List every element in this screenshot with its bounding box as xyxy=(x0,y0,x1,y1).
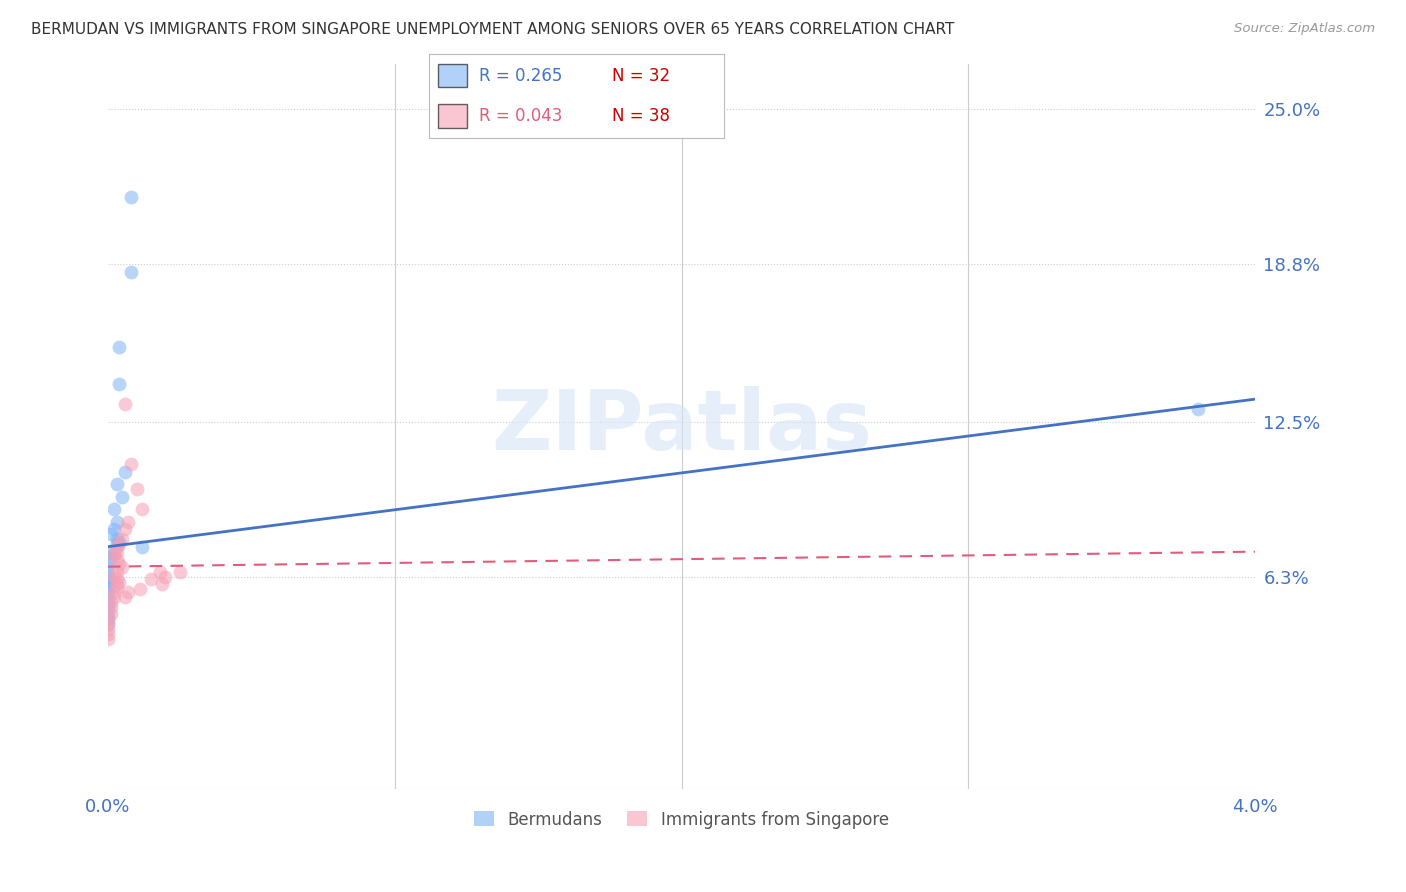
Point xyxy=(131,502,153,516)
Point xyxy=(120,189,142,203)
Point xyxy=(97,584,120,599)
Legend: Bermudans, Immigrants from Singapore: Bermudans, Immigrants from Singapore xyxy=(468,804,896,835)
Point xyxy=(97,607,120,622)
Point xyxy=(105,532,128,546)
Point xyxy=(155,569,177,583)
Point xyxy=(114,465,136,479)
Point xyxy=(97,612,120,626)
Point xyxy=(120,457,142,471)
Point xyxy=(105,537,128,551)
Text: R = 0.265: R = 0.265 xyxy=(479,67,562,85)
Point xyxy=(105,515,128,529)
Point xyxy=(108,340,131,354)
Text: BERMUDAN VS IMMIGRANTS FROM SINGAPORE UNEMPLOYMENT AMONG SENIORS OVER 65 YEARS C: BERMUDAN VS IMMIGRANTS FROM SINGAPORE UN… xyxy=(31,22,955,37)
Point xyxy=(114,522,136,536)
Point xyxy=(97,580,120,594)
Point xyxy=(108,537,131,551)
Point xyxy=(97,599,120,614)
Point xyxy=(105,577,128,591)
Point xyxy=(97,590,120,604)
Point xyxy=(103,569,125,583)
Point xyxy=(97,632,120,647)
Point xyxy=(111,559,134,574)
Text: R = 0.043: R = 0.043 xyxy=(479,107,562,125)
Point xyxy=(139,572,162,586)
Point xyxy=(100,527,122,541)
Point xyxy=(105,544,128,558)
Point xyxy=(120,264,142,278)
Point xyxy=(114,590,136,604)
Point xyxy=(103,590,125,604)
Point xyxy=(100,599,122,614)
Point xyxy=(108,557,131,571)
Point xyxy=(117,584,139,599)
Point xyxy=(105,565,128,579)
Point xyxy=(103,584,125,599)
Text: ZIPatlas: ZIPatlas xyxy=(491,386,872,467)
Point xyxy=(103,502,125,516)
Point xyxy=(169,565,191,579)
Point xyxy=(97,557,120,571)
Point xyxy=(1187,402,1209,417)
Point xyxy=(97,617,120,632)
Point xyxy=(114,397,136,411)
Point xyxy=(97,577,120,591)
Point xyxy=(105,572,128,586)
Point xyxy=(128,582,150,597)
Point xyxy=(108,377,131,392)
Point xyxy=(105,580,128,594)
Text: N = 32: N = 32 xyxy=(612,67,671,85)
Point xyxy=(97,622,120,636)
Point xyxy=(97,572,120,586)
Point xyxy=(152,577,174,591)
Point xyxy=(131,540,153,554)
Point xyxy=(149,565,172,579)
Point xyxy=(105,477,128,491)
Point xyxy=(97,569,120,583)
Point xyxy=(97,627,120,641)
Point xyxy=(103,522,125,536)
Point xyxy=(125,482,148,496)
Point xyxy=(97,612,120,626)
Point xyxy=(117,515,139,529)
Point xyxy=(108,574,131,589)
Point xyxy=(111,490,134,504)
Point xyxy=(100,552,122,566)
Point xyxy=(103,547,125,561)
Point xyxy=(97,617,120,632)
FancyBboxPatch shape xyxy=(437,104,467,128)
Point xyxy=(97,595,120,609)
Text: Source: ZipAtlas.com: Source: ZipAtlas.com xyxy=(1234,22,1375,36)
Text: N = 38: N = 38 xyxy=(612,107,669,125)
Point xyxy=(105,552,128,566)
Point xyxy=(108,534,131,549)
Point xyxy=(105,540,128,554)
Point xyxy=(100,544,122,558)
Point xyxy=(97,565,120,579)
Point xyxy=(100,595,122,609)
Point xyxy=(111,532,134,546)
FancyBboxPatch shape xyxy=(437,63,467,87)
Point xyxy=(100,607,122,622)
Point xyxy=(103,547,125,561)
